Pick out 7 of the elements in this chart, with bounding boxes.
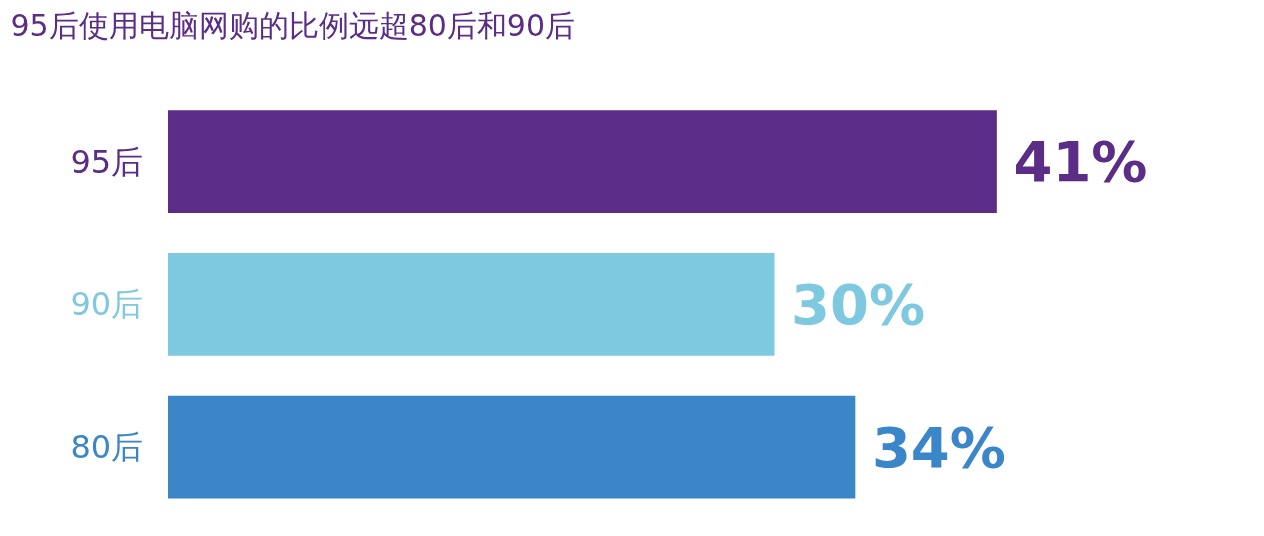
y-tick-label: 95后	[70, 142, 144, 181]
chart-title: 95后使用电脑网购的比例远超80后和90后	[10, 7, 576, 43]
y-tick-label: 80后	[70, 428, 144, 467]
data-label: 41%	[1013, 129, 1148, 195]
y-tick-label: 90后	[70, 285, 144, 324]
data-label: 30%	[791, 271, 926, 337]
data-label: 34%	[871, 414, 1006, 480]
